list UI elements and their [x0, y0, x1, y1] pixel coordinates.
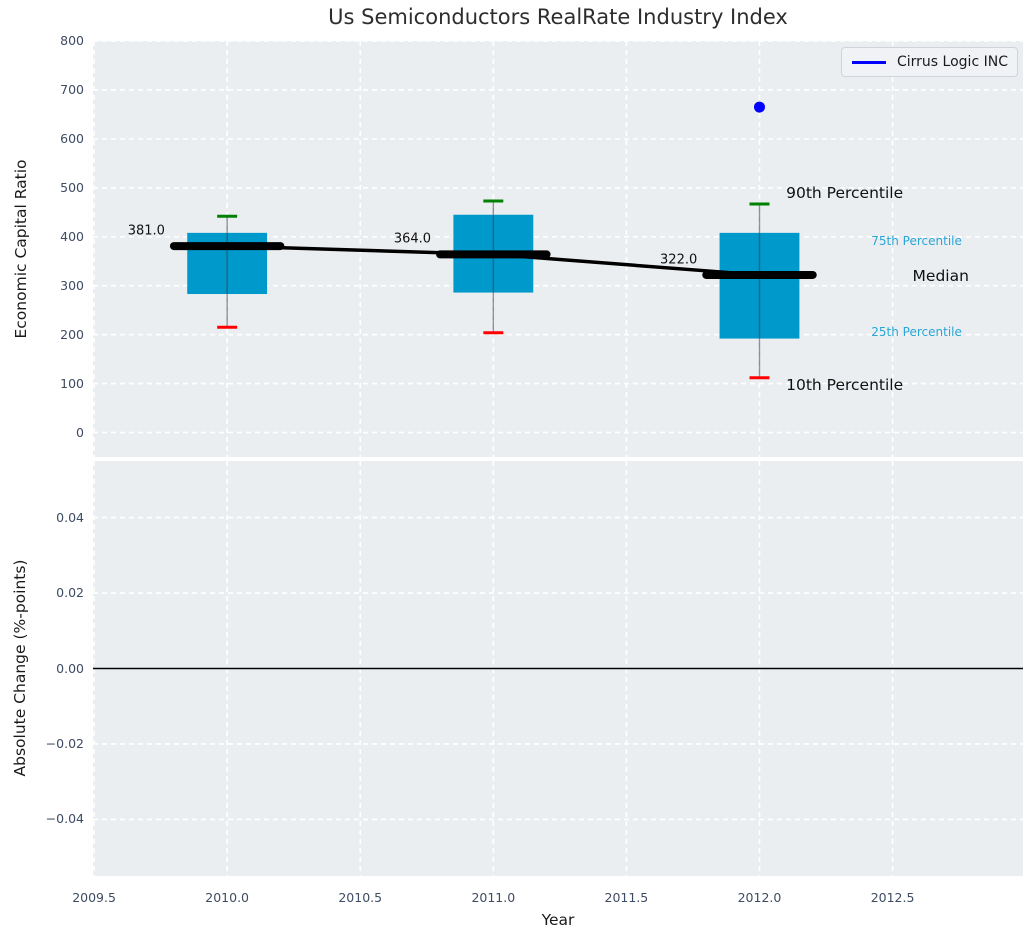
y-tick-label: 500	[60, 179, 84, 195]
median-value-label-2012: 322.0	[660, 252, 698, 268]
y-tick-label: 600	[60, 130, 84, 146]
x-tick-label: 2011.5	[604, 890, 649, 905]
annotation-10th-percentile: 10th Percentile	[786, 376, 904, 395]
cirrus-logic-point	[753, 101, 765, 113]
legend-line-swatch	[852, 60, 886, 64]
annotation-90th-percentile: 90th Percentile	[786, 183, 904, 202]
x-tick-label: 2010.5	[338, 890, 383, 905]
y-tick-label: 0.00	[56, 660, 84, 676]
top-plot-area	[93, 41, 1023, 457]
legend-label: Cirrus Logic INC	[897, 54, 1008, 70]
y-tick-label: 700	[60, 81, 84, 97]
xlabel-year: Year	[541, 911, 575, 929]
x-tick-label: 2009.5	[72, 890, 116, 905]
y-tick-label: 100	[60, 375, 84, 391]
y-tick-label: 400	[60, 228, 84, 244]
annotation-25th-percentile: 25th Percentile	[871, 324, 962, 339]
median-value-label-2011: 364.0	[393, 231, 432, 247]
annotation-median: Median	[912, 266, 969, 285]
y-tick-label: 0.04	[56, 509, 84, 525]
x-tick-label: 2011.0	[471, 890, 516, 905]
annotation-75th-percentile: 75th Percentile	[871, 233, 962, 248]
x-tick-label: 2010.0	[205, 890, 250, 905]
legend: Cirrus Logic INC	[841, 47, 1018, 77]
bottom-plot-canvas	[93, 461, 1023, 876]
y-tick-label: 300	[60, 277, 84, 293]
y-tick-label: 800	[60, 33, 84, 48]
top-plot-canvas	[93, 41, 1023, 457]
y-tick-label: 200	[60, 326, 84, 342]
median-value-label-2010: 381.0	[127, 223, 165, 239]
bottom-plot-area	[93, 461, 1023, 876]
y-tick-label: −0.02	[45, 735, 84, 751]
y-tick-label: −0.04	[45, 811, 84, 827]
x-tick-label: 2012.0	[737, 890, 782, 905]
chart-title: Us Semiconductors RealRate Industry Inde…	[328, 5, 788, 29]
y-tick-label: 0.02	[56, 585, 84, 601]
y-tick-label: 0	[76, 424, 84, 440]
x-tick-label: 2012.5	[870, 890, 915, 905]
